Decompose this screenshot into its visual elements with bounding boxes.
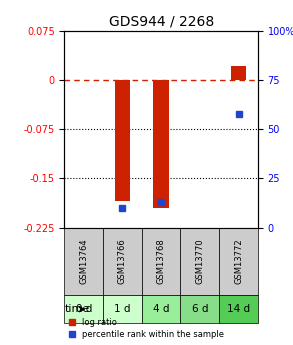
FancyBboxPatch shape bbox=[142, 228, 180, 295]
Text: time: time bbox=[65, 304, 91, 314]
Text: 14 d: 14 d bbox=[227, 304, 250, 314]
Text: 6 d: 6 d bbox=[192, 304, 208, 314]
Text: GSM13768: GSM13768 bbox=[157, 238, 166, 284]
Text: GSM13766: GSM13766 bbox=[118, 238, 127, 284]
FancyBboxPatch shape bbox=[103, 228, 142, 295]
FancyBboxPatch shape bbox=[64, 228, 103, 295]
FancyBboxPatch shape bbox=[64, 295, 103, 323]
FancyBboxPatch shape bbox=[103, 295, 142, 323]
Legend: log ratio, percentile rank within the sample: log ratio, percentile rank within the sa… bbox=[69, 318, 224, 338]
Text: 1 d: 1 d bbox=[114, 304, 131, 314]
Bar bbox=[154, 80, 169, 208]
FancyBboxPatch shape bbox=[219, 295, 258, 323]
Bar bbox=[115, 80, 130, 201]
Text: GSM13772: GSM13772 bbox=[234, 238, 243, 284]
FancyBboxPatch shape bbox=[180, 295, 219, 323]
FancyBboxPatch shape bbox=[219, 228, 258, 295]
FancyBboxPatch shape bbox=[180, 228, 219, 295]
Text: 4 d: 4 d bbox=[153, 304, 169, 314]
Text: GSM13770: GSM13770 bbox=[195, 238, 204, 284]
Bar bbox=[231, 66, 246, 80]
Title: GDS944 / 2268: GDS944 / 2268 bbox=[108, 14, 214, 29]
Text: GSM13764: GSM13764 bbox=[79, 238, 88, 284]
Text: 0 d: 0 d bbox=[76, 304, 92, 314]
FancyBboxPatch shape bbox=[142, 295, 180, 323]
